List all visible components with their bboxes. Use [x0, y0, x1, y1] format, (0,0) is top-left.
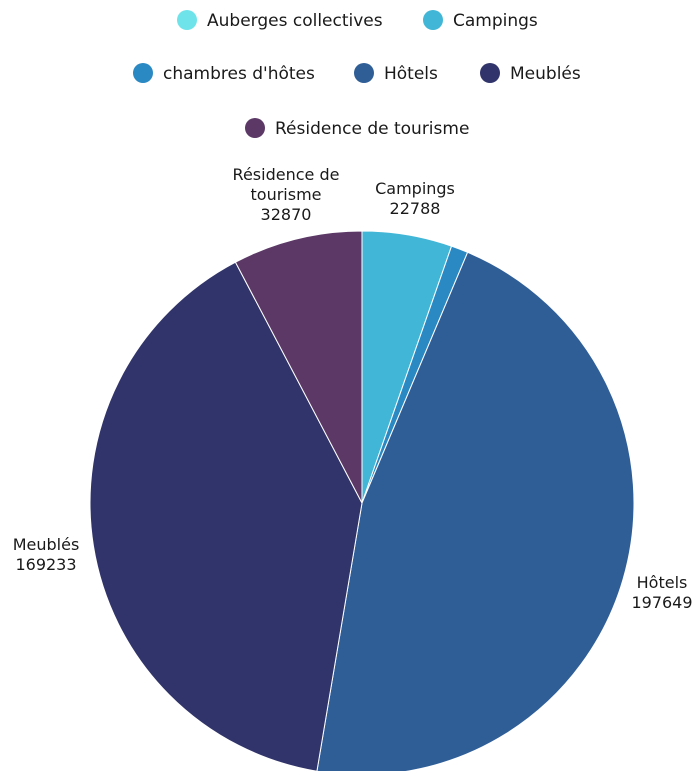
pie-slice[interactable]	[316, 251, 635, 771]
legend-swatch	[423, 10, 443, 30]
legend-label: Résidence de tourisme	[275, 119, 469, 139]
data-label: Hôtels 197649	[631, 573, 692, 612]
pie-slice[interactable]	[234, 230, 363, 504]
legend-item[interactable]: Meublés	[480, 63, 581, 84]
pie-slices	[89, 230, 635, 771]
data-label: Campings 22788	[375, 179, 455, 218]
legend-swatch	[133, 63, 153, 83]
legend-item[interactable]: Auberges collectives	[177, 10, 383, 31]
legend: Auberges collectives Campings chambres d'h…	[133, 10, 581, 139]
pie-slice[interactable]	[89, 261, 363, 771]
legend-item[interactable]: Résidence de tourisme	[245, 118, 469, 139]
legend-swatch	[480, 63, 500, 83]
legend-item[interactable]: Hôtels	[354, 63, 438, 84]
legend-swatch	[177, 10, 197, 30]
data-label: Meublés 169233	[13, 535, 80, 574]
legend-label: Meublés	[510, 64, 581, 84]
legend-swatch	[245, 118, 265, 138]
legend-label: Hôtels	[384, 64, 438, 84]
legend-label: chambres d'hôtes	[163, 64, 315, 84]
legend-item[interactable]: Campings	[423, 10, 538, 31]
data-label: Résidence de tourisme 32870	[233, 165, 340, 224]
legend-swatch	[354, 63, 374, 83]
data-labels: Campings 22788 Hôtels 197649 Meublés 169233 Ré…	[13, 165, 693, 612]
legend-item[interactable]: chambres d'hôtes	[133, 63, 315, 84]
legend-label: Campings	[453, 11, 538, 31]
legend-label: Auberges collectives	[207, 11, 383, 31]
